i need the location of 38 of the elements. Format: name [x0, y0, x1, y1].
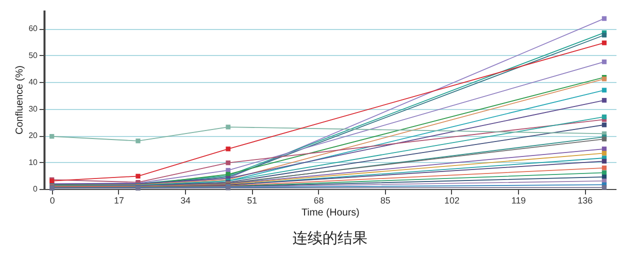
- text: 连续的结果: [292, 230, 368, 247]
- y-tick-label: 30: [28, 104, 38, 114]
- x-tick-label: 119: [511, 196, 526, 206]
- point: [602, 40, 607, 46]
- point: [602, 114, 607, 120]
- point: [602, 16, 607, 21]
- x-tick-label: 102: [444, 196, 460, 206]
- y-tick-label: 40: [28, 78, 38, 87]
- point: [602, 59, 607, 64]
- y-tick-label: 20: [28, 131, 38, 140]
- x-tick-label: 17: [114, 196, 124, 206]
- y-tick-label: 60: [28, 24, 38, 34]
- point: [602, 158, 607, 164]
- point: [602, 122, 607, 128]
- point: [226, 124, 230, 130]
- y-tick-label: 10: [28, 158, 38, 167]
- point: [136, 138, 140, 144]
- point: [226, 146, 230, 152]
- x-tick-label: 68: [314, 196, 324, 206]
- y-tick-label: 50: [28, 50, 38, 60]
- x-tick-label: 0: [50, 196, 55, 206]
- y-axis-title: Confluence (%): [14, 66, 26, 134]
- point: [226, 160, 230, 166]
- point: [602, 32, 607, 38]
- x-tick-label: 51: [247, 196, 258, 206]
- x-axis-title: Time (Hours): [302, 208, 360, 218]
- x-tick-label: 85: [380, 196, 390, 206]
- point: [602, 166, 607, 170]
- point: [602, 98, 607, 103]
- point: [602, 146, 607, 152]
- y-tick-label: 0: [33, 184, 38, 194]
- point: [49, 134, 54, 139]
- x-tick-label: 34: [180, 196, 191, 206]
- point: [136, 174, 140, 179]
- point: [602, 88, 607, 92]
- point: [602, 150, 607, 156]
- point: [602, 185, 607, 190]
- x-tick-label: 136: [578, 196, 593, 206]
